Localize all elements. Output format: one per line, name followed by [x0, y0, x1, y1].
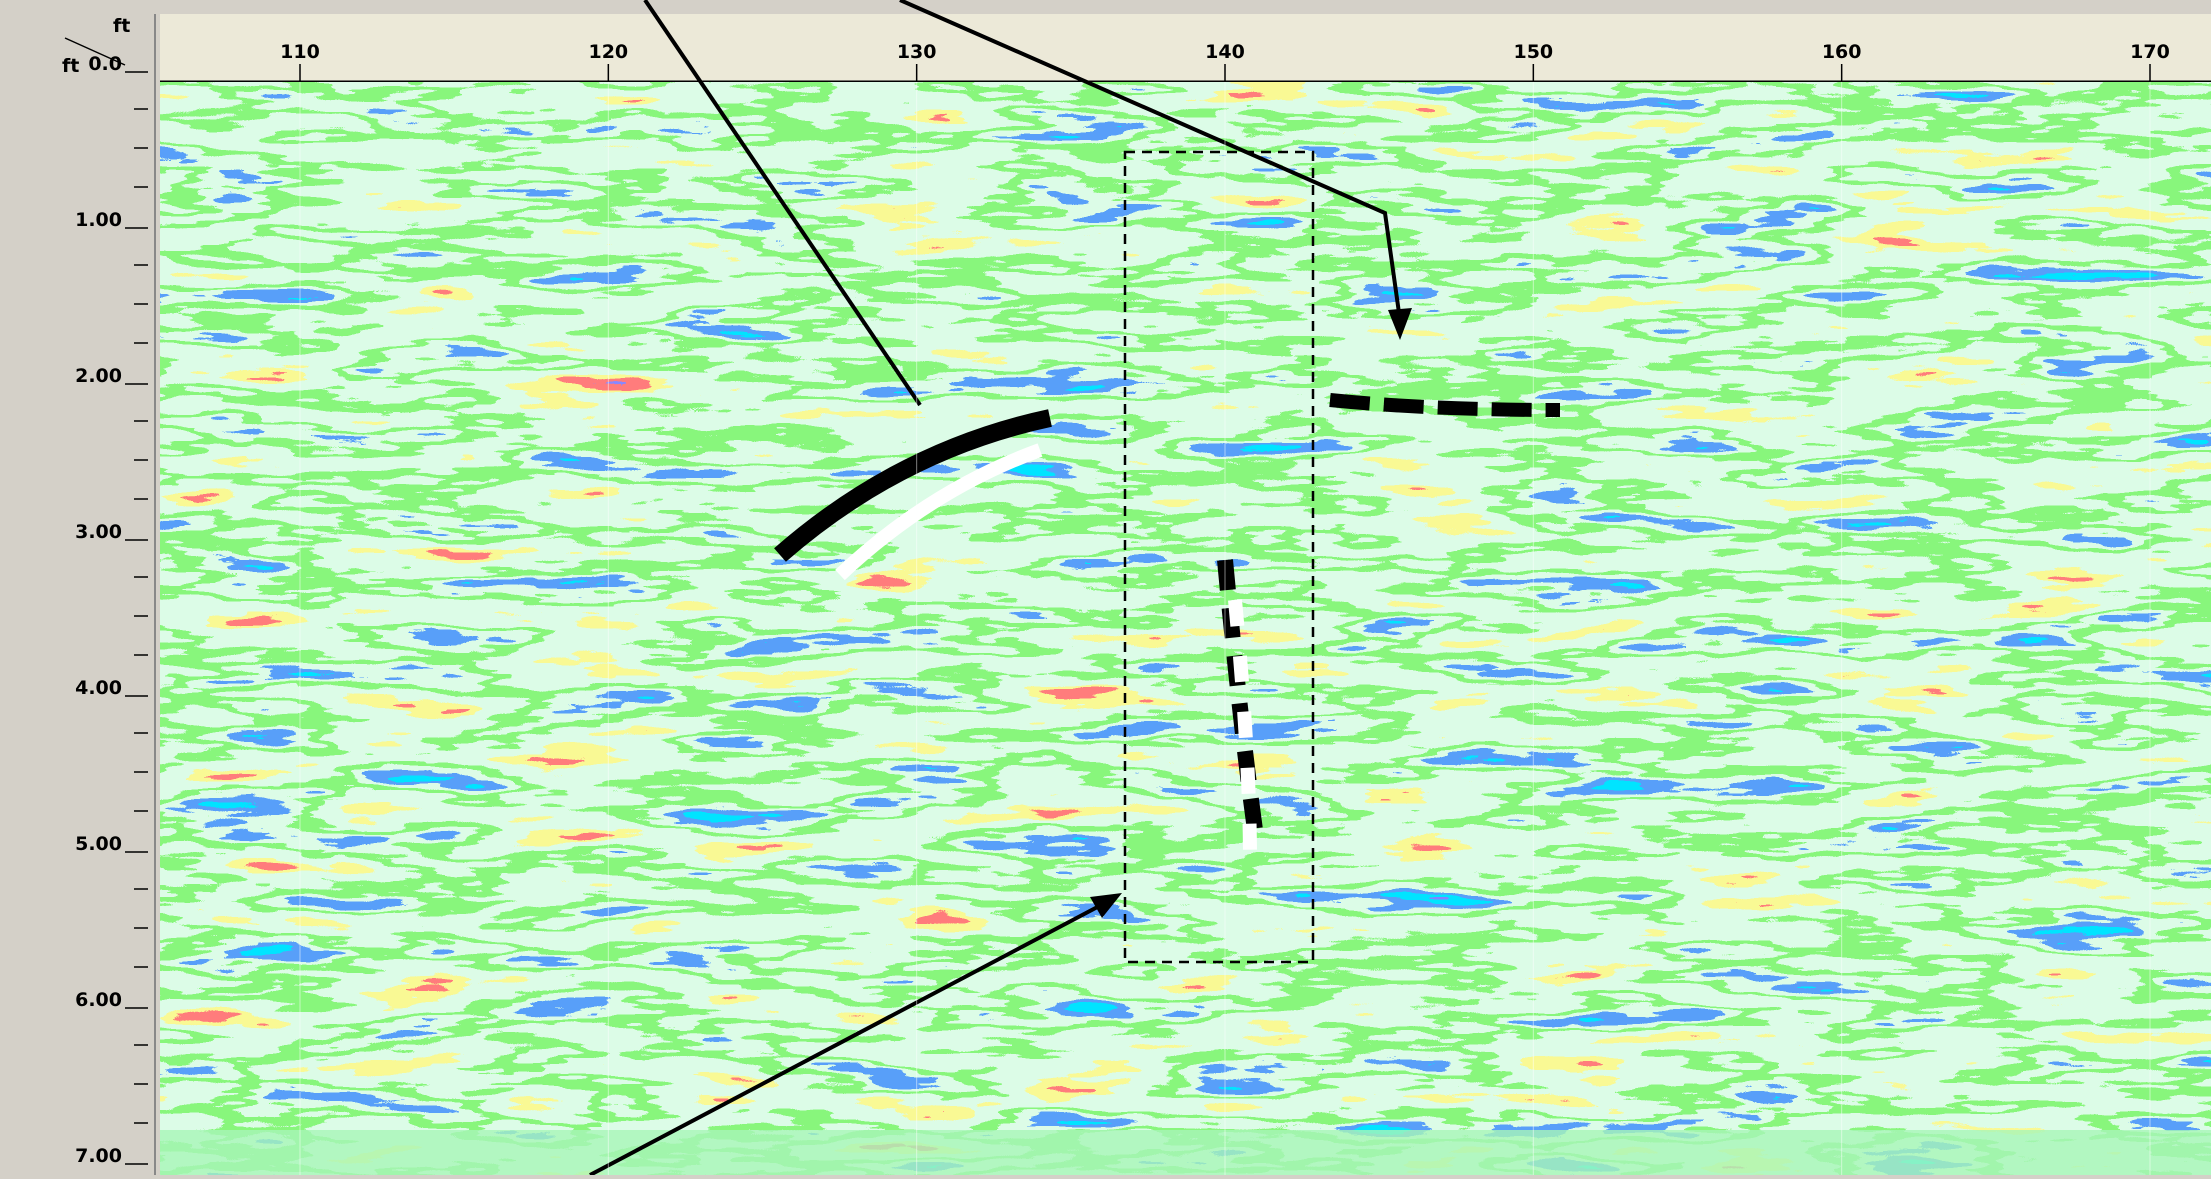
y-tick-label: 4.00	[75, 677, 122, 699]
reflector	[835, 443, 1043, 581]
top-ruler	[160, 14, 2211, 82]
radargram-texture	[160, 82, 2211, 1175]
arrowhead	[1090, 893, 1122, 918]
radargram-bottom	[160, 1130, 2211, 1175]
radargram	[160, 82, 2211, 1175]
x-tick-label: 130	[897, 41, 937, 63]
reflector	[1329, 393, 1561, 417]
reflector	[1228, 599, 1257, 861]
x-tick-label: 140	[1205, 41, 1245, 63]
x-tick-label: 120	[588, 41, 628, 63]
y-tick-label: 7.00	[75, 1145, 122, 1167]
corner-divider	[64, 37, 126, 66]
x-tick-label: 160	[1822, 41, 1862, 63]
x-tick-label: 170	[2130, 41, 2170, 63]
annotation-arrows	[589, 0, 1402, 1177]
y-tick-label: 3.00	[75, 521, 122, 543]
y-unit: ft	[62, 55, 79, 77]
y-tick-label: 6.00	[75, 989, 122, 1011]
highlight-box	[1123, 150, 1315, 964]
x-tick-label: 150	[1513, 41, 1553, 63]
x-unit: ft	[113, 15, 130, 37]
reflector	[1217, 559, 1263, 832]
y-tick-label: 5.00	[75, 833, 122, 855]
x-tick-label: 110	[280, 41, 320, 63]
arrow	[643, 0, 922, 407]
arrowhead	[1388, 308, 1412, 340]
y-tick-label: 1.00	[75, 209, 122, 231]
y-tick-label: 2.00	[75, 365, 122, 387]
arrow	[589, 901, 1106, 1177]
arrow	[899, 0, 1402, 321]
reflector	[774, 409, 1052, 562]
y-tick-label: 0.0	[88, 53, 122, 75]
